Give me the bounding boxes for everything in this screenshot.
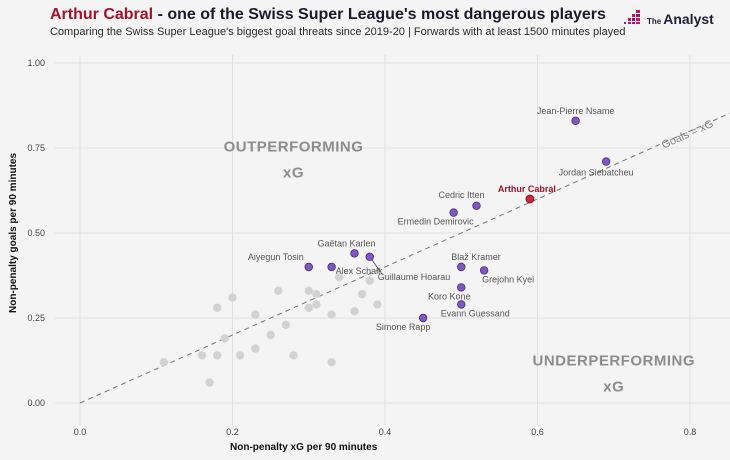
player-point [365,252,374,261]
chart-subtitle: Comparing the Swiss Super League's bigge… [50,26,626,38]
region-label: UNDERPERFORMING [532,353,695,370]
y-tick-label: 1.00 [27,58,45,68]
other-player-point [365,276,374,285]
other-player-point [350,307,359,316]
logo-big-text: Analyst [663,11,714,27]
other-player-point [266,330,275,340]
other-player-point [197,351,207,360]
region-label: OUTPERFORMING [224,138,364,155]
y-tick-label: 0.75 [27,143,45,153]
x-tick-label: 0.0 [74,427,87,437]
axis-ticks: 0.0 0.2 0.4 0.6 0.8 0.00 0.25 0.50 0.75 1.00 [27,58,696,437]
y-tick-label: 0.25 [27,313,45,323]
player-label: Guillaume Hoarau [378,272,451,282]
other-player-point [304,303,313,312]
player-point [418,313,428,323]
other-player-point [213,351,222,360]
player-point [472,201,481,210]
player-point [304,262,313,272]
other-player-point [228,293,237,302]
highlighted-points: Arthur Cabral [498,184,556,204]
player-label: Gaëtan Karlen [317,238,375,248]
player-label: Cedric Itten [438,190,484,200]
other-player-point [304,286,313,295]
player-label: Ermedin Demirovic [398,217,475,227]
title-rest: - one of the Swiss Super League's most d… [153,6,606,23]
player-point [601,157,611,166]
highlighted-player-label: Arthur Cabral [498,184,556,194]
x-tick-label: 0.8 [684,427,697,437]
other-player-point [159,358,169,367]
player-label: Jordan Siebatcheu [559,168,634,178]
player-label: Koro Kone [428,291,471,301]
other-player-point [213,303,222,312]
other-player-point [251,344,260,353]
grid [55,55,730,425]
x-tick-label: 0.2 [226,427,239,437]
player-label: Grejohn Kyei [482,274,534,284]
other-player-point [312,290,321,299]
logo-small-text: The [647,17,662,26]
player-point [327,262,336,272]
y-tick-label: 0.50 [27,228,45,238]
other-player-point [251,310,260,319]
region-labels: OUTPERFORMING xG UNDERPERFORMING xG [224,138,695,395]
x-tick-label: 0.6 [531,427,544,437]
other-player-point [274,286,283,295]
y-axis-label: Non-penalty goals per 90 minutes [8,153,19,313]
x-tick-label: 0.4 [379,427,392,437]
highlighted-player-point [525,194,535,204]
other-player-point [373,300,382,309]
player-point [479,266,489,275]
player-point [457,283,466,292]
labelled-points: Jean-Pierre Nsame Jordan Siebatcheu Cedric… [248,106,634,332]
goals-equals-xg-label: Goals = xG [660,118,715,151]
pixel-bars-logo-icon [624,10,640,24]
player-point [457,262,466,272]
other-player-point [235,351,245,360]
y-tick-label: 0.00 [27,398,45,408]
other-player-point [335,273,344,282]
other-player-point [357,290,367,299]
other-player-point [312,300,321,309]
other-player-point [220,334,230,343]
other-points [159,273,382,387]
player-label: Simone Rapp [376,322,431,332]
x-axis-label: Non-penalty xG per 90 minutes [230,442,378,453]
other-player-point [205,378,214,387]
player-label: Alex Schalk [336,266,384,276]
region-label-xg: xG [283,164,304,181]
other-player-point [327,358,336,367]
player-point [350,249,359,258]
player-point [571,116,580,125]
other-player-point [327,310,336,319]
player-label: Blaž Kramer [451,252,501,262]
other-player-point [289,351,298,360]
player-point [457,300,466,309]
player-label: Aiyegun Tosin [248,252,304,262]
title-highlight: Arthur Cabral [50,6,154,23]
goals-equals-xg-line [79,112,730,404]
player-label: Evann Guessand [441,308,510,318]
other-player-point [281,320,291,329]
the-analyst-logo: The Analyst [623,10,714,28]
chart-title: Arthur Cabral - one of the Swiss Super L… [50,6,606,24]
region-label-xg: xG [603,379,624,396]
player-label: Jean-Pierre Nsame [537,106,615,116]
player-point [449,208,458,217]
